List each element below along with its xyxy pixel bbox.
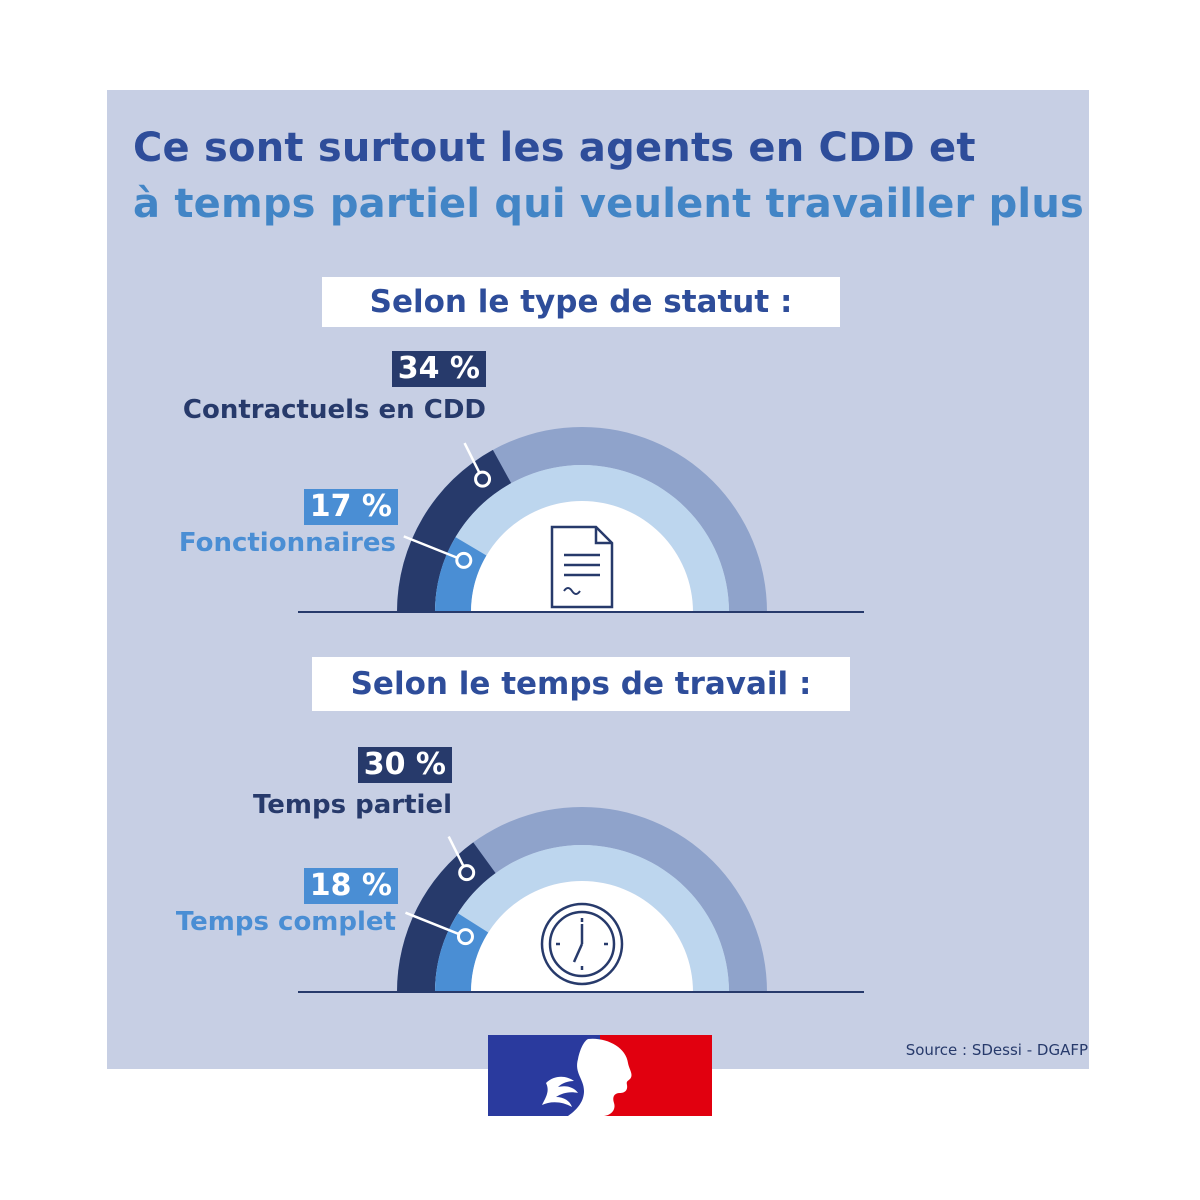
inner-ring-value-arc [435, 537, 487, 612]
inner-marker [456, 928, 474, 946]
series-label-fonctionnaires: Fonctionnaires [178, 528, 396, 558]
inner-leader-line [405, 911, 466, 938]
marianne-logo [488, 1035, 712, 1116]
gauge-chart-statut [298, 427, 864, 613]
outer-marker [474, 470, 492, 488]
clock-icon [540, 902, 624, 986]
inner-ring-track [435, 465, 729, 612]
series-label-temps-partiel: Temps partiel [252, 790, 452, 820]
outer-ring-track [397, 807, 767, 992]
value-label-temps-partiel: 30 % [357, 747, 452, 783]
inner-leader-line [403, 535, 465, 562]
section-title-statut: Selon le type de statut : [322, 277, 840, 327]
outer-marker [458, 864, 476, 882]
source-note: Source : SDessi - DGAFP [905, 1041, 1088, 1059]
series-label-cdd: Contractuels en CDD [182, 395, 486, 425]
page-title: Ce sont surtout les agents en CDD et à t… [133, 120, 1133, 232]
series-label-temps-complet: Temps complet [175, 907, 396, 937]
inner-ring-value-arc [435, 913, 489, 992]
title-line-1: Ce sont surtout les agents en CDD et [133, 125, 976, 171]
inner-ring-track [435, 845, 729, 992]
value-label-temps-complet: 18 % [303, 868, 398, 904]
inner-marker [455, 551, 473, 569]
gauge-chart-temps [298, 807, 864, 993]
document-icon [550, 525, 614, 609]
section-title-temps: Selon le temps de travail : [312, 657, 850, 711]
value-label-cdd: 34 % [391, 351, 486, 387]
outer-ring-value-arc [397, 449, 512, 612]
title-line-2: à temps partiel qui veulent travailler p… [133, 181, 1085, 227]
value-label-fonctionnaires: 17 % [303, 489, 398, 525]
